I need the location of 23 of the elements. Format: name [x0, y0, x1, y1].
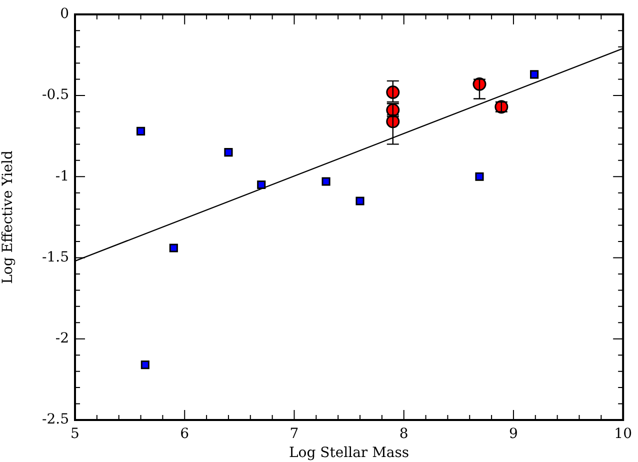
point — [140, 360, 150, 370]
y-tick-label: -2.5 — [42, 412, 69, 428]
y-tick-label: -1 — [55, 168, 69, 184]
point — [257, 180, 266, 190]
point — [322, 177, 330, 186]
point — [530, 70, 539, 79]
x-tick-label: 7 — [290, 426, 299, 442]
y-axis-title: Log Effective Yield — [0, 150, 16, 284]
point — [475, 172, 484, 181]
x-tick-label: 5 — [70, 426, 80, 442]
x-tick-label: 6 — [180, 426, 190, 442]
x-axis-title: Log Stellar Mass — [288, 445, 410, 462]
y-tick-label: -2 — [55, 330, 69, 347]
y-tick-label: -0.5 — [42, 87, 69, 104]
y-tick-label: 0 — [60, 6, 69, 22]
y-tick-label: -1.5 — [42, 249, 69, 266]
x-tick-label: 9 — [509, 426, 518, 442]
point — [136, 126, 146, 136]
point — [224, 148, 233, 157]
point — [169, 244, 178, 252]
x-tick-label: 8 — [399, 426, 408, 442]
point — [356, 196, 364, 206]
x-tick-label: 10 — [614, 426, 632, 442]
